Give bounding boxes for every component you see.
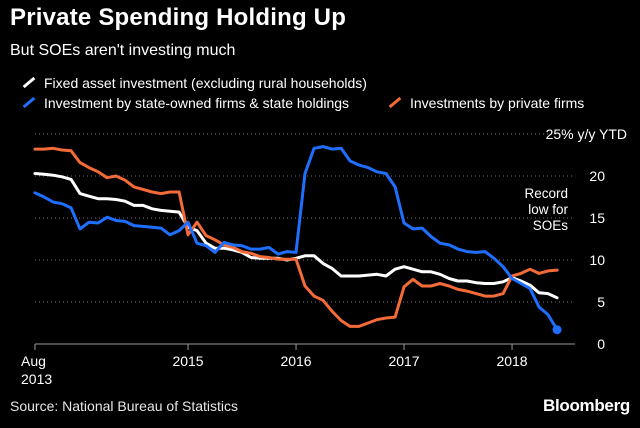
- record-low-marker: [552, 325, 562, 335]
- record-low-annotation: Record low for SOEs: [508, 186, 568, 234]
- y-tick-label-20: 20: [589, 168, 605, 184]
- source-note: Source: National Bureau of Statistics: [10, 398, 239, 414]
- annotation-line-3: SOEs: [532, 218, 568, 233]
- bloomberg-logo: Bloomberg: [542, 396, 630, 415]
- legend-item-fixed-asset: Fixed asset investment (excluding rural …: [22, 75, 367, 91]
- y-tick-label-5: 5: [597, 294, 605, 310]
- legend-label-soe: Investment by state-owned firms & state …: [44, 95, 350, 111]
- y-tick-label-15: 15: [589, 210, 605, 226]
- legend-label-private: Investments by private firms: [410, 95, 585, 111]
- annotation-line-2: low for: [528, 202, 568, 217]
- y-tick-label-0: 0: [597, 336, 605, 352]
- series-line-2: [33, 146, 559, 328]
- x-tick-label-2017: 2017: [388, 353, 419, 369]
- x-tick-label-2016: 2016: [280, 353, 311, 369]
- series-line-1: [33, 145, 559, 332]
- y-axis-top-label: 25% y/y YTD: [546, 126, 627, 142]
- x-tick-label-2018: 2018: [496, 353, 527, 369]
- legend-label-fixed-asset: Fixed asset investment (excluding rural …: [44, 75, 367, 91]
- series-line-0: [33, 172, 559, 300]
- annotation-line-1: Record: [524, 186, 568, 201]
- legend-item-private: Investments by private firms: [388, 95, 584, 111]
- y-tick-label-10: 10: [589, 252, 605, 268]
- x-tick-sublabel-2013: 2013: [21, 371, 52, 387]
- chart-subtitle: But SOEs aren't investing much: [10, 42, 236, 59]
- chart-title: Private Spending Holding Up: [10, 4, 347, 31]
- x-tick-label-Aug: Aug: [21, 353, 46, 369]
- x-tick-label-2015: 2015: [172, 353, 203, 369]
- legend-item-soe: Investment by state-owned firms & state …: [22, 95, 349, 111]
